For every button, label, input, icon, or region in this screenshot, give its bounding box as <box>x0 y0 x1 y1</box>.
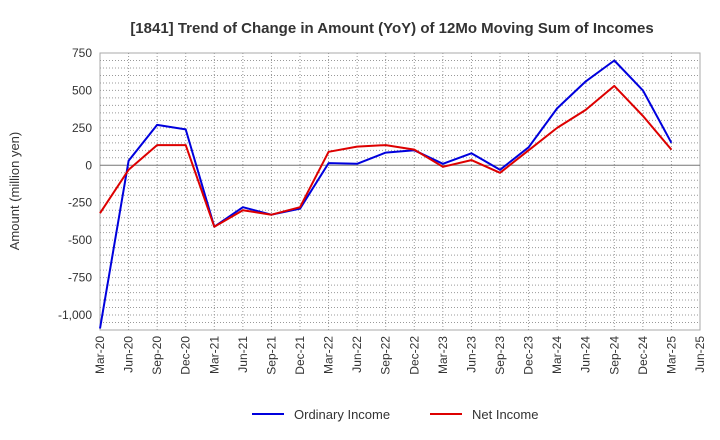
y-tick-label: -500 <box>68 233 92 247</box>
grid-lines <box>100 53 700 330</box>
x-tick-label: Jun-22 <box>350 336 364 373</box>
x-tick-label: Mar-24 <box>550 336 564 374</box>
y-tick-label: 500 <box>72 83 92 97</box>
net-income-line <box>99 84 673 228</box>
series-lines <box>99 59 673 329</box>
x-tick-label: Mar-23 <box>436 336 450 374</box>
x-tick-labels: Mar-20 Jun-20 Sep-20 Dec-20 Mar-21 Jun-21 Sep-… <box>93 336 707 375</box>
x-tick-label: Dec-21 <box>293 336 307 375</box>
y-tick-label: 0 <box>85 158 92 172</box>
y-tick-label: -1,000 <box>58 308 92 322</box>
ordinary-income-line <box>99 59 673 329</box>
x-tick-label: Jun-20 <box>122 336 136 373</box>
y-tick-label: -750 <box>68 271 92 285</box>
x-tick-label: Dec-23 <box>522 336 536 375</box>
x-tick-label: Sep-24 <box>607 336 621 375</box>
plot-area <box>99 52 701 331</box>
y-tick-label: -250 <box>68 196 92 210</box>
net-income-legend-label: Net Income <box>472 407 538 422</box>
x-tick-label: Mar-21 <box>207 336 221 374</box>
x-tick-label: Sep-20 <box>150 336 164 375</box>
x-tick-label: Sep-23 <box>493 336 507 375</box>
x-tick-label: Mar-22 <box>322 336 336 374</box>
legend: Ordinary Income Net Income <box>252 407 538 422</box>
y-axis-label: Amount (million yen) <box>7 132 22 251</box>
y-tick-labels: 750 500 250 0 -250 -500 -750 -1,000 <box>58 46 92 322</box>
x-tick-label: Jun-23 <box>464 336 478 373</box>
y-tick-label: 250 <box>72 121 92 135</box>
chart-title: [1841] Trend of Change in Amount (YoY) o… <box>130 20 653 37</box>
x-tick-label: Dec-24 <box>636 336 650 375</box>
x-tick-label: Jun-24 <box>579 336 593 373</box>
x-tick-label: Jun-21 <box>236 336 250 373</box>
x-tick-label: Mar-20 <box>93 336 107 374</box>
x-tick-label: Dec-20 <box>179 336 193 375</box>
x-tick-label: Sep-21 <box>264 336 278 375</box>
x-tick-label: Mar-25 <box>664 336 678 374</box>
x-tick-label: Dec-22 <box>407 336 421 375</box>
x-tick-label: Sep-22 <box>379 336 393 375</box>
y-tick-label: 750 <box>72 46 92 60</box>
ordinary-income-legend-label: Ordinary Income <box>294 407 390 422</box>
x-tick-label: Jun-25 <box>693 336 707 373</box>
